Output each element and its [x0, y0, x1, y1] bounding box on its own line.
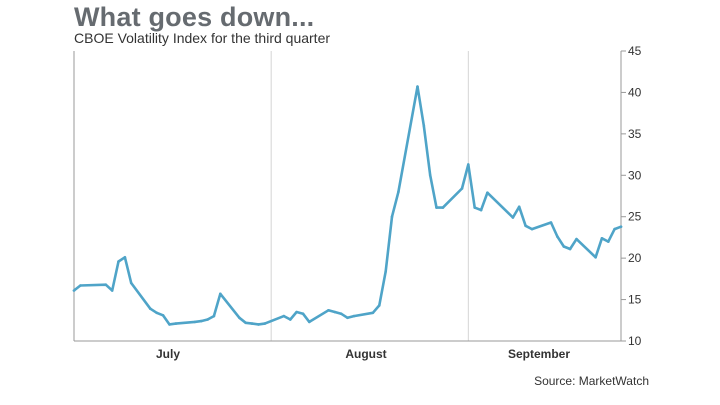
data-point-2015-08-04: [289, 318, 292, 321]
data-point-2015-08-07: [308, 320, 311, 324]
data-point-2015-09-10: [524, 224, 527, 228]
month-label-august: August: [345, 347, 386, 361]
data-point-2015-09-11: [530, 227, 534, 231]
data-point-2015-07-29: [250, 322, 254, 325]
data-point-2015-07-28: [244, 321, 247, 325]
data-point-2015-07-30: [257, 323, 260, 326]
data-point-2015-08-19: [384, 270, 388, 273]
data-point-2015-08-21: [397, 190, 400, 194]
data-point-2015-09-01: [467, 163, 470, 166]
data-point-2015-09-03: [479, 208, 483, 212]
vix-series-line: [72, 85, 623, 326]
data-point-2015-07-13: [149, 307, 152, 311]
chart-subtitle: CBOE Volatility Index for the third quar…: [74, 30, 331, 46]
data-point-2015-08-31: [460, 187, 464, 190]
y-tick-label: 40: [628, 85, 642, 99]
data-point-2015-08-11: [333, 310, 337, 314]
y-tick-label: 15: [628, 293, 642, 307]
data-point-2015-07-23: [212, 314, 216, 318]
chart-title: What goes down...: [74, 2, 315, 32]
data-point-2015-09-16: [562, 245, 566, 248]
grid-lines: [270, 51, 469, 341]
data-point-2015-08-26: [428, 174, 432, 177]
data-point-2015-09-25: [619, 225, 623, 228]
data-point-2015-09-24: [613, 227, 616, 231]
data-point-2015-07-02: [79, 284, 82, 287]
y-tick-label: 25: [628, 210, 642, 224]
data-point-2015-09-23: [607, 240, 610, 243]
source-note: Source: MarketWatch: [534, 374, 649, 388]
data-point-2015-07-15: [161, 314, 165, 317]
y-tick-label: 30: [628, 168, 642, 182]
data-point-2015-07-06: [104, 283, 108, 287]
series-layer: [72, 85, 623, 326]
data-point-2015-09-08: [511, 216, 515, 219]
data-point-2015-09-14: [549, 221, 553, 224]
data-point-2015-09-21: [594, 255, 597, 259]
data-point-2015-08-03: [282, 314, 286, 318]
data-point-2015-08-18: [378, 304, 381, 307]
data-point-2015-07-17: [174, 322, 178, 325]
data-point-2015-08-28: [441, 206, 445, 209]
data-point-2015-07-08: [117, 260, 120, 263]
data-point-2015-08-17: [371, 311, 375, 315]
data-point-2015-07-01: [72, 289, 76, 292]
data-point-2015-08-24: [416, 85, 419, 88]
data-point-2015-09-04: [486, 191, 489, 194]
month-label-september: September: [508, 347, 570, 361]
data-point-2015-09-15: [556, 235, 559, 238]
data-point-2015-08-20: [390, 215, 394, 218]
x-month-labels: July August September: [156, 347, 570, 361]
data-point-2015-09-22: [600, 237, 604, 240]
data-point-2015-09-02: [473, 206, 477, 209]
data-point-2015-07-31: [263, 322, 267, 325]
y-tick-label: 45: [628, 44, 642, 58]
data-point-2015-07-14: [155, 311, 158, 315]
y-tick-label: 10: [628, 334, 642, 348]
data-point-2015-09-18: [575, 237, 578, 241]
data-point-2015-08-25: [422, 124, 426, 127]
data-point-2015-07-07: [110, 289, 114, 292]
data-point-2015-08-14: [352, 314, 356, 318]
data-point-2015-08-10: [327, 309, 330, 312]
data-point-2015-07-22: [206, 318, 209, 321]
data-point-2015-07-21: [199, 319, 203, 323]
y-tick-labels: 10 15 20 25 30 35 40 45: [621, 44, 642, 348]
data-point-2015-07-20: [193, 320, 197, 324]
data-point-2015-07-27: [238, 316, 241, 320]
data-point-2015-08-05: [295, 310, 298, 314]
y-tick-label: 20: [628, 251, 642, 265]
data-point-2015-08-12: [339, 312, 343, 316]
data-point-2015-08-13: [346, 316, 349, 320]
data-point-2015-09-09: [517, 205, 521, 209]
data-point-2015-07-09: [123, 255, 127, 259]
axes: [73, 51, 622, 342]
data-point-2015-09-17: [568, 247, 572, 251]
month-label-july: July: [156, 347, 180, 361]
data-point-2015-08-06: [301, 312, 305, 316]
data-point-2015-08-27: [435, 206, 438, 209]
y-tick-label: 35: [628, 127, 642, 141]
data-point-2015-07-16: [168, 323, 171, 326]
data-point-2015-07-10: [129, 281, 133, 285]
data-point-2015-07-24: [219, 292, 222, 296]
